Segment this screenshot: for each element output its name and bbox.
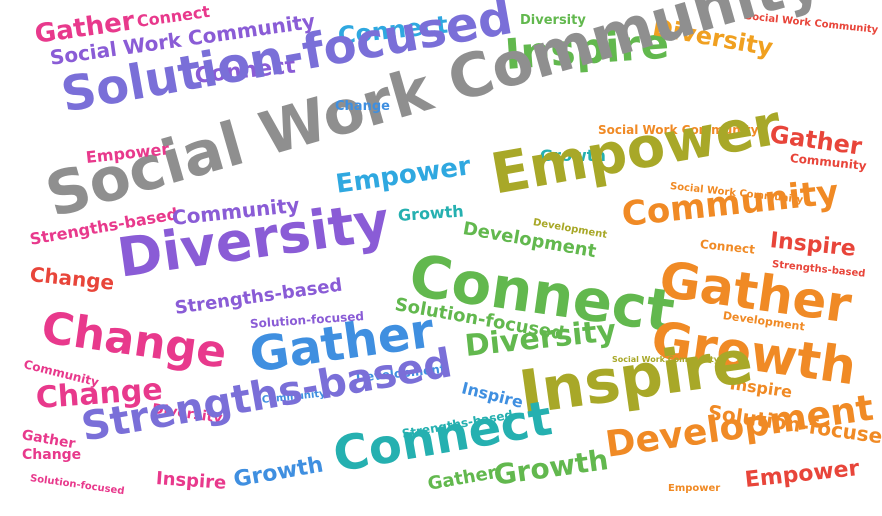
word-empower-5: Empower (743, 456, 861, 493)
word-change-1: Change (335, 99, 390, 114)
word-community-3: Community (619, 172, 841, 235)
word-connect-4: Connect (699, 237, 756, 257)
word-inspire-6: Inspire (155, 468, 227, 494)
word-gather-6: Gather (426, 462, 499, 495)
word-social-work-community-4: Social Work Community (598, 123, 759, 137)
word-solution-focused-5: Solution-focused (29, 473, 126, 498)
word-change-3: Change (38, 302, 230, 379)
word-growth-4: Growth (231, 452, 326, 493)
word-diversity-1: Diversity (520, 13, 586, 28)
word-growth-2: Growth (397, 201, 465, 225)
word-change-2: Change (28, 262, 116, 295)
word-empower-4: Empower (668, 483, 721, 494)
word-social-work-community-6: Social Work Community (612, 355, 719, 364)
word-growth-1: Growth (540, 146, 606, 165)
word-inspire-2: Inspire (768, 228, 857, 262)
word-empower-3: Empower (333, 151, 473, 200)
word-change-5: Change (22, 447, 82, 463)
